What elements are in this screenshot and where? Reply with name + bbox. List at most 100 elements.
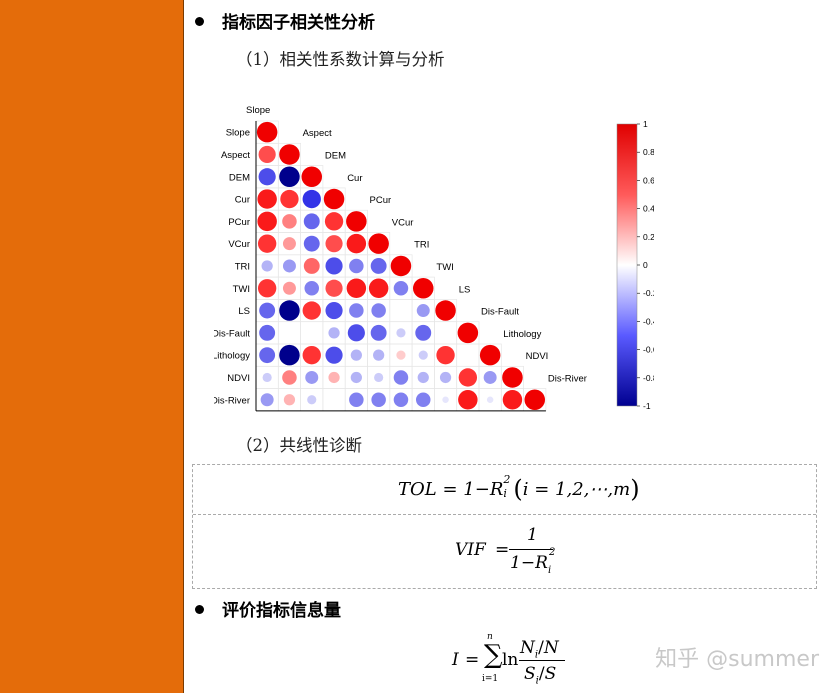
correlation-point [370, 258, 387, 274]
correlation-point [279, 144, 300, 165]
main-content: 指标因子相关性分析 （1）相关性系数计算与分析 Slope Slope Aspect… [184, 0, 839, 693]
diagonal-label: NDVI [526, 351, 549, 362]
correlation-point [393, 370, 409, 385]
correlation-point [328, 371, 340, 384]
grid-cell [322, 388, 346, 412]
bullet-icon [195, 16, 204, 26]
correlation-point [374, 372, 384, 383]
correlation-point [458, 390, 478, 410]
subheading-collinearity: （2）共线性诊断 [236, 436, 362, 455]
correlation-point [479, 344, 501, 366]
grid-cell [277, 321, 301, 345]
correlation-point [370, 324, 387, 341]
colorbar-tick-label: 0.2 [643, 232, 654, 242]
section-heading-information-value: 评价指标信息量 [195, 596, 341, 621]
correlation-point [283, 394, 296, 406]
correlation-point [393, 392, 409, 408]
correlation-point [349, 258, 364, 274]
row-label: TRI [235, 261, 250, 272]
correlation-point [415, 392, 431, 408]
correlation-matrix-chart: Slope Slope Aspect Aspect DEM DEM Cur Cur PCur PC… [214, 105, 654, 412]
row-label: VCur [228, 239, 250, 250]
correlation-point [261, 260, 273, 272]
correlation-point [368, 278, 389, 298]
correlation-point [328, 327, 340, 339]
colorbar-tick-label: -0.8 [643, 373, 654, 383]
watermark: 知乎 @summer [655, 647, 819, 672]
correlation-point [303, 235, 320, 252]
correlation-point [324, 212, 344, 231]
row-label: LS [238, 306, 250, 317]
grid-cell [300, 321, 324, 345]
correlation-point [282, 237, 296, 251]
correlation-point [396, 350, 406, 360]
correlation-point [282, 370, 297, 385]
row-label: Cur [235, 195, 250, 206]
correlation-point [373, 349, 385, 361]
correlation-point [279, 344, 300, 366]
correlation-point [258, 145, 276, 164]
correlation-point [282, 281, 296, 295]
diagonal-label: Lithology [503, 329, 541, 340]
correlation-point [325, 279, 343, 297]
correlation-point [349, 303, 364, 318]
row-label: PCur [228, 217, 250, 228]
colorbar-tick-label: -0.6 [643, 345, 654, 355]
correlation-point [302, 189, 321, 209]
correlation-point [282, 214, 297, 229]
grid-cell [456, 343, 480, 367]
row-label: Aspect [221, 150, 250, 161]
correlation-point [302, 345, 321, 365]
row-label: Slope [226, 128, 250, 139]
correlation-point [257, 234, 277, 253]
subheading-correlation-coefficient: （1）相关性系数计算与分析 [236, 50, 445, 69]
correlation-point [396, 328, 406, 338]
tol-formula: TOL = 1−R 2 i (i = 1,2,⋯,m) [398, 473, 640, 503]
correlation-point [350, 371, 362, 384]
grid-cell [434, 321, 458, 345]
colorbar-tick-label: 0.6 [643, 175, 654, 185]
diagonal-label: TWI [436, 262, 453, 273]
row-label: DEM [229, 172, 250, 183]
correlation-point [260, 393, 274, 407]
correlation-point [390, 255, 412, 277]
diagonal-label: Dis-River [548, 373, 587, 384]
correlation-point [412, 277, 434, 299]
colorbar-tick-label: 0 [643, 260, 648, 270]
correlation-point [371, 303, 386, 318]
correlation-point [502, 390, 523, 410]
correlation-point [279, 166, 300, 188]
correlation-point [325, 346, 343, 364]
correlation-point [303, 213, 320, 230]
colorbar-tick-label: 1 [643, 119, 648, 129]
correlation-point [303, 258, 320, 274]
correlation-point [368, 233, 389, 254]
correlation-point [325, 235, 343, 253]
correlation-point [301, 166, 323, 188]
correlation-point [435, 300, 456, 321]
correlation-point [393, 280, 409, 296]
correlation-point [418, 350, 428, 360]
correlation-point [486, 396, 494, 403]
correlation-point [371, 392, 386, 408]
correlation-point [259, 324, 276, 341]
diagonal-label: LS [459, 284, 471, 295]
left-orange-sidebar [0, 0, 184, 693]
correlation-point [259, 347, 276, 364]
correlation-point [282, 259, 296, 273]
formula-divider [193, 514, 816, 515]
correlation-point [350, 349, 362, 361]
diagonal-label: VCur [392, 217, 414, 228]
correlation-point [524, 389, 546, 411]
correlation-point [346, 233, 367, 254]
correlation-point [346, 211, 367, 232]
correlation-point [458, 368, 478, 387]
row-label: TWI [233, 284, 250, 295]
correlation-point [349, 392, 364, 408]
section-heading-correlation: 指标因子相关性分析 [195, 8, 375, 33]
row-label: NDVI [227, 373, 250, 384]
correlation-point [457, 322, 479, 344]
correlation-point [257, 189, 277, 209]
diagonal-label: Slope [246, 105, 270, 116]
diagonal-label: Dis-Fault [481, 307, 519, 318]
